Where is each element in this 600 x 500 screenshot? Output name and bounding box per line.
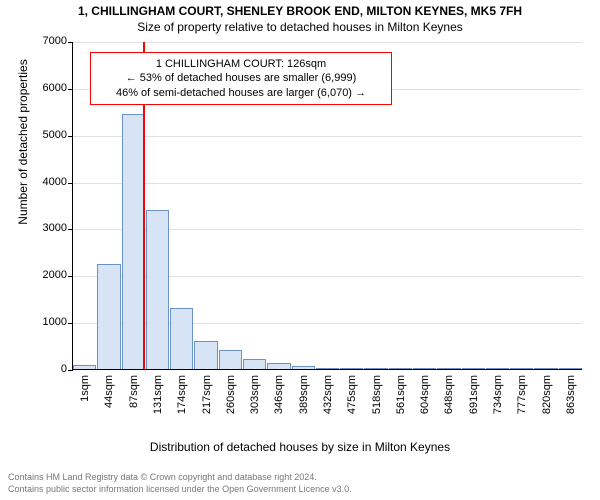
x-tick-label: 260sqm	[225, 369, 237, 414]
y-tick-label: 1000	[43, 316, 73, 328]
x-tick-label: 217sqm	[201, 369, 213, 414]
y-tick-label: 6000	[43, 82, 73, 94]
y-axis-label: Number of detached properties	[16, 0, 30, 306]
x-tick-label: 475sqm	[346, 369, 358, 414]
x-tick-label: 561sqm	[395, 369, 407, 414]
annotation-line-1: 1 CHILLINGHAM COURT: 126sqm	[97, 57, 385, 71]
grid-line	[73, 42, 582, 43]
x-tick-label: 389sqm	[298, 369, 310, 414]
x-tick-label: 691sqm	[468, 369, 480, 414]
histogram-bar	[97, 264, 120, 369]
x-tick-label: 1sqm	[79, 369, 91, 402]
histogram-bar	[194, 341, 217, 369]
y-tick-label: 5000	[43, 129, 73, 141]
x-tick-label: 303sqm	[249, 369, 261, 414]
annotation-line-2: ← 53% of detached houses are smaller (6,…	[97, 71, 385, 85]
y-tick-label: 7000	[43, 35, 73, 47]
x-tick-label: 87sqm	[128, 369, 140, 408]
y-tick-label: 3000	[43, 222, 73, 234]
grid-line	[73, 136, 582, 137]
histogram-bar	[170, 308, 193, 369]
footer-line-1: Contains HM Land Registry data © Crown c…	[8, 471, 352, 484]
x-tick-label: 432sqm	[322, 369, 334, 414]
x-tick-label: 346sqm	[273, 369, 285, 414]
footer-line-2: Contains public sector information licen…	[8, 483, 352, 496]
chart-title-main: 1, CHILLINGHAM COURT, SHENLEY BROOK END,…	[0, 4, 600, 18]
annotation-line-3: 46% of semi-detached houses are larger (…	[97, 86, 385, 100]
x-tick-label: 820sqm	[541, 369, 553, 414]
x-tick-label: 131sqm	[152, 369, 164, 414]
footer-attribution: Contains HM Land Registry data © Crown c…	[8, 471, 352, 496]
annotation-box: 1 CHILLINGHAM COURT: 126sqm ← 53% of det…	[90, 52, 392, 105]
x-tick-label: 174sqm	[176, 369, 188, 414]
x-tick-label: 604sqm	[419, 369, 431, 414]
chart-container: { "titles": { "main": "1, CHILLINGHAM CO…	[0, 0, 600, 500]
grid-line	[73, 183, 582, 184]
x-tick-label: 648sqm	[443, 369, 455, 414]
x-tick-label: 44sqm	[103, 369, 115, 408]
x-tick-label: 518sqm	[371, 369, 383, 414]
x-axis-label: Distribution of detached houses by size …	[0, 440, 600, 454]
histogram-bar	[243, 359, 266, 369]
x-tick-label: 777sqm	[516, 369, 528, 414]
y-tick-label: 4000	[43, 176, 73, 188]
histogram-bar	[219, 350, 242, 369]
chart-title-sub: Size of property relative to detached ho…	[0, 20, 600, 34]
histogram-bar	[146, 210, 169, 369]
x-tick-label: 863sqm	[565, 369, 577, 414]
y-tick-label: 0	[61, 363, 73, 375]
y-tick-label: 2000	[43, 269, 73, 281]
x-tick-label: 734sqm	[492, 369, 504, 414]
histogram-bar	[122, 114, 145, 369]
